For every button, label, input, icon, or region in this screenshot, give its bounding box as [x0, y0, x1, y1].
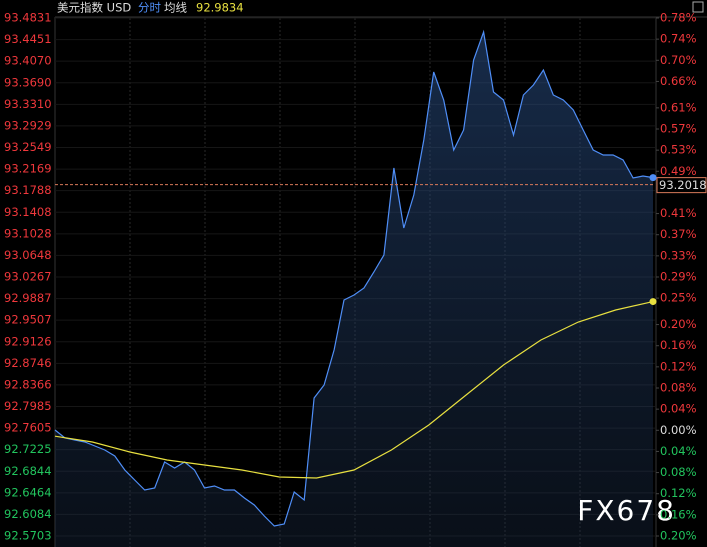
y2-tick-label: 0.41%	[660, 206, 697, 220]
y2-tick-label: 0.04%	[660, 402, 697, 416]
y-tick-label: 92.6844	[4, 464, 52, 478]
y-tick-label: 93.4451	[4, 32, 52, 46]
last-point	[649, 298, 657, 306]
y2-tick-label: 0.16%	[660, 338, 697, 352]
average-line	[54, 301, 654, 479]
y2-tick-label: 0.08%	[660, 465, 697, 479]
y-tick-label: 92.8746	[4, 356, 52, 370]
y2-tick-label: 0.16%	[660, 507, 697, 521]
y2-tick-label: 0.20%	[660, 529, 697, 543]
y-tick-label: 93.1408	[4, 205, 52, 219]
y-tick-label: 93.0648	[4, 248, 52, 262]
chart-title: 美元指数 USD	[57, 1, 131, 15]
y2-tick-label: 0.25%	[660, 291, 697, 305]
y-tick-label: 93.3690	[4, 75, 52, 89]
y2-tick-label: 0.74%	[660, 32, 697, 46]
y2-tick-label: 0.08%	[660, 381, 697, 395]
y-tick-label: 92.7985	[4, 399, 52, 413]
y2-tick-label: 0.29%	[660, 270, 697, 284]
y-tick-label: 93.2169	[4, 162, 52, 176]
y2-tick-label: 0.70%	[660, 53, 697, 67]
last-point	[649, 174, 657, 182]
y2-tick-label: 0.49%	[660, 164, 697, 178]
y-tick-label: 93.1788	[4, 183, 52, 197]
y-tick-label: 92.9887	[4, 291, 52, 305]
y2-tick-label: 0.53%	[660, 143, 697, 157]
y-tick-label: 92.5703	[4, 529, 52, 543]
y-tick-label: 93.2929	[4, 118, 52, 132]
y-tick-label: 93.3310	[4, 97, 52, 111]
y-tick-label: 92.6084	[4, 507, 52, 521]
y2-tick-label: 0.66%	[660, 74, 697, 88]
y-tick-label: 93.1028	[4, 226, 52, 240]
y2-tick-label: 0.61%	[660, 100, 697, 114]
y-tick-label: 92.9507	[4, 313, 52, 327]
y2-tick-label: 0.04%	[660, 444, 697, 458]
price-area	[55, 32, 653, 547]
watermark: FX678	[577, 494, 676, 527]
y-tick-label: 92.7225	[4, 442, 52, 456]
corner-icon[interactable]	[692, 1, 704, 13]
y-tick-label: 93.0267	[4, 270, 52, 284]
y-tick-label: 93.4070	[4, 54, 52, 68]
y2-tick-label: 0.00%	[660, 423, 697, 437]
last-price-label: 93.2018	[659, 178, 707, 192]
y2-tick-label: 0.33%	[660, 248, 697, 262]
y2-tick-label: 0.20%	[660, 317, 697, 331]
y-tick-label: 92.6464	[4, 485, 52, 499]
y2-tick-label: 0.12%	[660, 486, 697, 500]
last-price-box	[656, 177, 707, 194]
price-line	[54, 29, 654, 527]
y-tick-label: 93.4831	[4, 11, 52, 25]
y-tick-label: 92.8366	[4, 377, 52, 391]
y2-tick-label: 0.37%	[660, 227, 697, 241]
average-value: 92.9834	[196, 1, 244, 15]
legend-price: 分时	[138, 1, 161, 15]
y-tick-label: 93.2549	[4, 140, 52, 154]
y-tick-label: 92.7605	[4, 421, 52, 435]
y2-tick-label: 0.57%	[660, 122, 697, 136]
y2-tick-label: 0.78%	[660, 11, 697, 25]
y-tick-label: 92.9126	[4, 334, 52, 348]
y2-tick-label: 0.12%	[660, 359, 697, 373]
legend-average: 均线	[164, 1, 187, 15]
